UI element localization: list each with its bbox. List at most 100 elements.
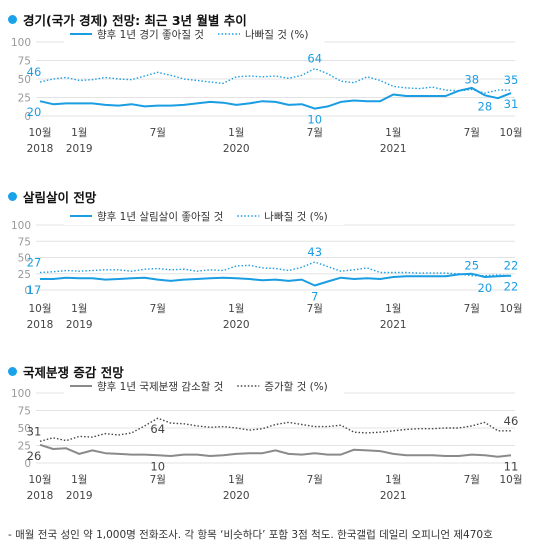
data-label: 28 [478, 99, 493, 113]
conflict-outlook-title-text: 국제분쟁 증감 전망 [23, 365, 124, 380]
x-tick-label: 10월 [28, 303, 51, 315]
data-label: 22 [504, 280, 519, 294]
x-tick-label: 7월 [307, 303, 323, 315]
data-label: 7 [311, 289, 318, 303]
economy-outlook-title-text: 경기(국가 경제) 전망: 최근 3년 월별 추이 [23, 13, 247, 28]
data-label: 20 [27, 105, 42, 119]
x-tick-label: 1월 [385, 474, 401, 486]
household-outlook-title-text: 살림살이 전망 [23, 190, 97, 205]
legend-label-1: 증가할 것 (%) [264, 381, 328, 393]
x-tick-year-label: 2018 [27, 143, 54, 155]
data-label: 46 [504, 414, 519, 428]
x-tick-year-label: 2020 [223, 319, 250, 331]
series-line-0 [40, 272, 512, 287]
x-tick-year-label: 2019 [66, 319, 93, 331]
x-tick-label: 10월 [499, 474, 522, 486]
y-tick-label: 100 [11, 220, 31, 232]
legend-label-1: 나빠질 것 (%) [245, 29, 309, 41]
data-label: 22 [504, 259, 519, 273]
x-tick-label: 7월 [150, 474, 166, 486]
x-tick-label: 10월 [499, 303, 522, 315]
y-tick-label: 50 [18, 423, 31, 435]
legend-background [64, 27, 325, 43]
y-tick-label: 0 [24, 458, 31, 470]
x-tick-label: 1월 [385, 303, 401, 315]
y-tick-label: 25 [18, 269, 31, 281]
x-tick-label: 7월 [307, 474, 323, 486]
data-label: 35 [504, 73, 519, 87]
y-tick-label: 50 [18, 74, 31, 86]
economy-outlook-panel: 경기(국가 경제) 전망: 최근 3년 월별 추이 0 25 50 75 100 10월 2… [0, 10, 533, 180]
economy-outlook-title: 경기(국가 경제) 전망: 최근 3년 월별 추이 [8, 10, 247, 29]
data-label: 27 [27, 255, 42, 269]
data-label: 20 [478, 281, 493, 295]
x-tick-label: 10월 [28, 474, 51, 486]
data-label: 10 [150, 459, 165, 473]
y-tick-label: 0 [24, 111, 31, 123]
x-tick-year-label: 2021 [380, 490, 407, 502]
x-tick-label: 7월 [150, 303, 166, 315]
bullet-dot-icon [8, 367, 17, 376]
x-tick-year-label: 2018 [27, 319, 54, 331]
y-tick-label: 100 [11, 37, 31, 49]
legend-background [64, 379, 344, 395]
x-tick-label: 10월 [499, 127, 522, 139]
data-label: 17 [27, 283, 42, 297]
data-label: 11 [504, 459, 519, 473]
data-label: 26 [27, 449, 42, 463]
y-tick-label: 0 [24, 285, 31, 297]
y-tick-label: 75 [18, 236, 31, 248]
legend-label-0: 향후 1년 국제분쟁 감소할 것 [97, 381, 223, 393]
x-tick-label: 1월 [228, 474, 244, 486]
x-tick-label: 7월 [464, 127, 480, 139]
data-label: 43 [307, 245, 322, 259]
legend-label-0: 향후 1년 살림살이 좋아질 것 [97, 211, 223, 223]
x-tick-label: 7월 [464, 474, 480, 486]
x-tick-year-label: 2021 [380, 319, 407, 331]
y-tick-label: 25 [18, 93, 31, 105]
data-label: 10 [307, 113, 322, 127]
household-outlook-chart: 0 25 50 75 100 10월 2018 1월 2019 7월 1월 2020 7월 1월 2021 7… [11, 209, 523, 331]
x-tick-year-label: 2018 [27, 490, 54, 502]
data-label: 31 [27, 424, 42, 438]
legend-label-0: 향후 1년 경기 좋아질 것 [97, 28, 204, 41]
data-label: 25 [464, 259, 479, 273]
y-tick-label: 75 [18, 406, 31, 418]
household-outlook-panel: 살림살이 전망 0 25 50 75 100 10월 2018 1월 2019 7월 1월 2020 7… [0, 187, 533, 357]
x-tick-year-label: 2020 [223, 143, 250, 155]
data-label: 38 [464, 72, 479, 86]
data-label: 46 [27, 65, 42, 79]
household-outlook-title: 살림살이 전망 [8, 187, 96, 206]
conflict-outlook-panel: 국제분쟁 증감 전망 0 25 50 75 100 10월 2018 1월 2019 7월 1월 20… [0, 362, 533, 522]
bullet-dot-icon [8, 192, 17, 201]
legend-background [64, 209, 344, 225]
series-line-1 [39, 417, 511, 442]
x-tick-label: 1월 [228, 303, 244, 315]
economy-outlook-chart: 0 25 50 75 100 10월 2018 1월 2019 7월 1월 2020 7월 1월 2021 7… [11, 27, 523, 155]
data-label: 64 [307, 52, 322, 66]
x-tick-label: 7월 [307, 127, 323, 139]
x-tick-year-label: 2020 [223, 490, 250, 502]
x-tick-label: 1월 [71, 303, 87, 315]
legend-label-1: 나빠질 것 (%) [264, 211, 328, 223]
y-tick-label: 100 [11, 388, 31, 400]
y-tick-label: 75 [18, 56, 31, 68]
x-tick-year-label: 2021 [380, 143, 407, 155]
x-tick-label: 7월 [150, 127, 166, 139]
bullet-dot-icon [8, 15, 17, 24]
conflict-outlook-title: 국제분쟁 증감 전망 [8, 362, 124, 381]
y-tick-label: 25 [18, 441, 31, 453]
x-tick-label: 1월 [71, 127, 87, 139]
data-label: 64 [150, 422, 165, 436]
series-line-0 [39, 86, 512, 110]
x-tick-label: 1월 [228, 127, 244, 139]
series-line-1 [39, 67, 511, 94]
x-tick-label: 10월 [28, 127, 51, 139]
x-tick-label: 7월 [464, 303, 480, 315]
x-tick-label: 1월 [385, 127, 401, 139]
y-tick-label: 50 [18, 253, 31, 265]
x-tick-year-label: 2019 [66, 143, 93, 155]
conflict-outlook-chart: 0 25 50 75 100 10월 2018 1월 2019 7월 1월 2020 7월 1월 2021 7… [11, 379, 523, 502]
series-line-0 [39, 443, 512, 458]
footnote: - 매월 전국 성인 약 1,000명 전화조사. 각 항목 ‘비슷하다’ 포함… [8, 529, 493, 541]
